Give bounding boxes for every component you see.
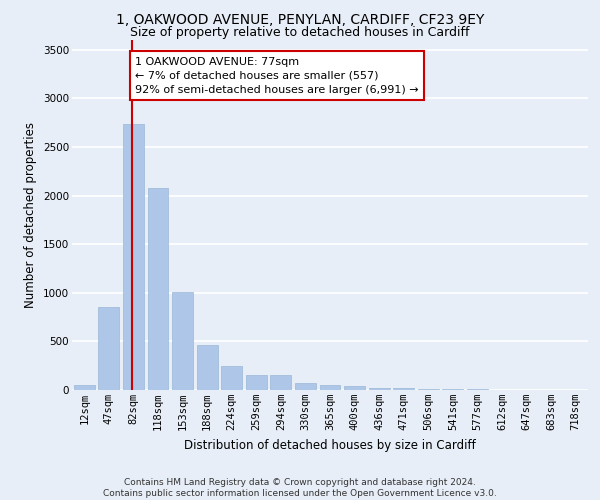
Bar (467, 389, 488, 390)
X-axis label: Distribution of detached houses by size in Cardiff: Distribution of detached houses by size … (184, 438, 476, 452)
Bar (344, 386, 365, 390)
Bar (271, 375, 292, 390)
Bar (221, 366, 242, 390)
Bar (368, 388, 389, 390)
Bar (418, 388, 439, 390)
Text: 1, OAKWOOD AVENUE, PENYLAN, CARDIFF, CF23 9EY: 1, OAKWOOD AVENUE, PENYLAN, CARDIFF, CF2… (116, 12, 484, 26)
Bar (246, 375, 267, 390)
Text: Size of property relative to detached houses in Cardiff: Size of property relative to detached ho… (130, 26, 470, 39)
Bar (172, 292, 193, 390)
Bar (148, 188, 169, 390)
Bar (197, 346, 218, 390)
Bar (123, 124, 144, 390)
Bar (295, 382, 316, 390)
Text: 1 OAKWOOD AVENUE: 77sqm
← 7% of detached houses are smaller (557)
92% of semi-de: 1 OAKWOOD AVENUE: 77sqm ← 7% of detached… (135, 56, 419, 94)
Y-axis label: Number of detached properties: Number of detached properties (25, 122, 37, 308)
Text: Contains HM Land Registry data © Crown copyright and database right 2024.
Contai: Contains HM Land Registry data © Crown c… (103, 478, 497, 498)
Bar (442, 389, 463, 390)
Bar (98, 308, 119, 390)
Bar (320, 385, 340, 390)
Bar (393, 388, 414, 390)
Bar (74, 384, 95, 390)
